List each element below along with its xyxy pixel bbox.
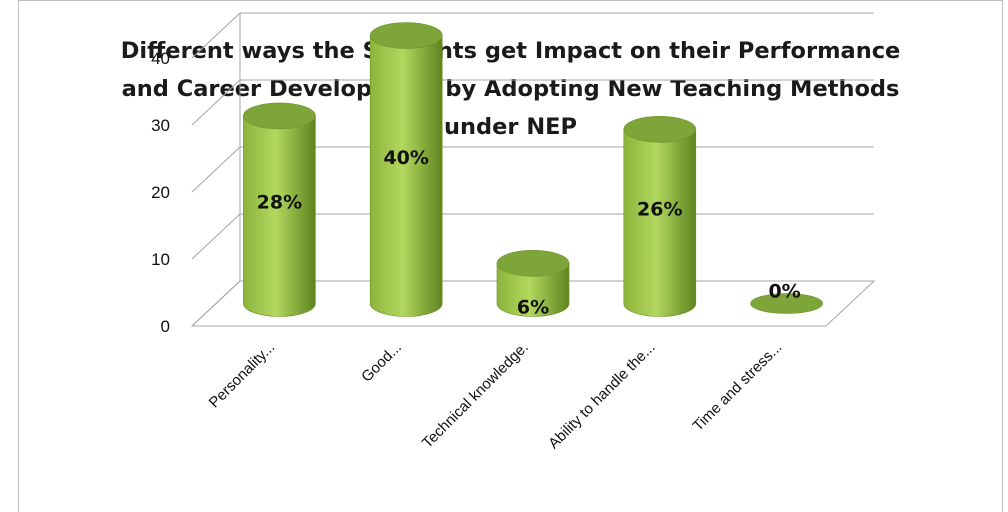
bars [243,22,823,317]
bar-top [623,116,697,143]
y-axis: 0 10 20 30 40 [151,49,170,336]
y-tick-label: 10 [151,250,170,269]
data-labels: 28% 40% 6% 26% 0% [257,147,801,318]
chart-title-line-1: Different ways the Students get Impact o… [120,38,901,64]
bar-top [369,22,443,49]
data-label: 6% [517,297,549,319]
bar [243,102,316,317]
bar-body [369,35,443,317]
x-tick-label: Time and stress... [690,339,786,435]
bar [496,249,570,317]
bar [750,293,823,314]
bar [369,22,443,317]
x-tick-label: Ability to handle the... [545,339,658,452]
x-axis-labels: Personality... Good... Technical knowledge… [206,339,786,452]
gridlines [190,12,876,327]
bar-top [243,102,316,130]
y-tick-label: 0 [161,317,170,336]
data-label: 26% [637,199,682,221]
data-label: 0% [768,281,800,303]
chart-title: Different ways the Students get Impact o… [18,32,1003,146]
chart-title-line-3: under NEP [443,114,578,140]
data-label: 40% [383,147,428,169]
y-tick-label: 40 [151,49,170,68]
gridline-side [191,79,241,126]
x-tick-label: Good... [358,339,405,386]
y-tick-label: 30 [151,116,170,135]
x-tick-label: Technical knowledge. [419,339,532,452]
data-label: 28% [257,191,302,213]
bar-body [623,129,697,317]
y-tick-label: 20 [151,183,170,202]
x-tick-label: Personality... [206,339,279,412]
gridline-side [191,12,241,59]
chart-floor [190,280,876,327]
bar-body [243,115,316,317]
gridline-side [191,146,241,193]
bar-top [496,249,570,277]
bar-body [496,263,570,317]
bar-top [750,293,823,314]
gridline-side [191,213,241,260]
bar [623,116,697,317]
